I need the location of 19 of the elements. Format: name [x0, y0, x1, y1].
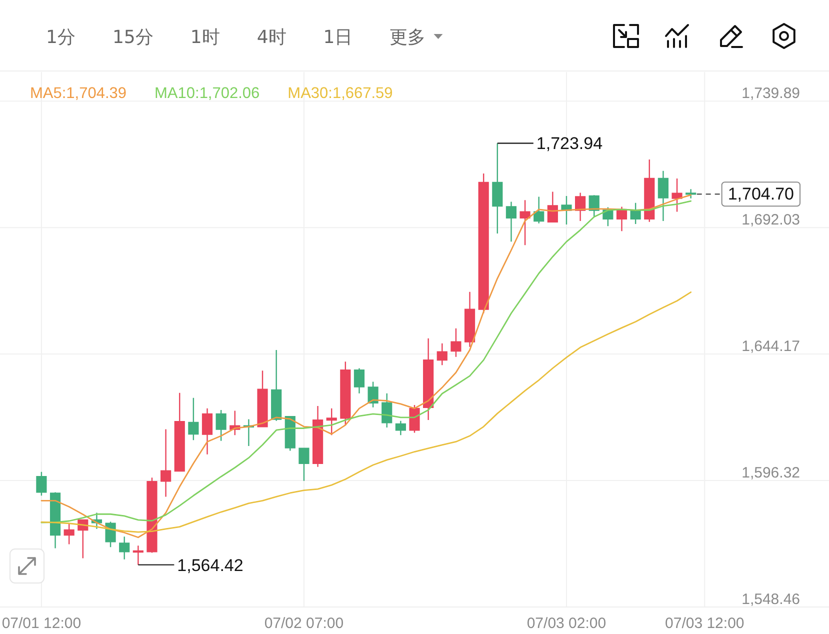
y-tick-label: 1,739.89 [742, 85, 800, 102]
legend: MA5:1,704.39 MA10:1,702.06 MA30:1,667.59 [30, 85, 393, 102]
y-tick-label: 1,692.03 [742, 212, 800, 229]
ref-line-label: 1,704.70 [728, 184, 794, 204]
x-tick-label: 07/02 07:00 [264, 615, 344, 632]
tab-label: 1日 [323, 27, 353, 48]
tab-label: 更多 [390, 27, 426, 48]
tab-label: 1分 [46, 27, 76, 48]
annotation: 1,564.42 [177, 556, 244, 575]
y-tick-label: 1,644.17 [742, 338, 800, 356]
y-tick-label: 1,548.46 [742, 591, 800, 608]
tab-label: 15分 [112, 27, 154, 48]
annotation: 1,723.94 [536, 134, 603, 154]
tab-label: 1时 [190, 27, 220, 48]
y-tick-label: 1,596.32 [742, 464, 800, 482]
x-tick-label: 07/01 12:00 [2, 615, 82, 632]
x-tick-label: 07/03 12:00 [665, 615, 744, 632]
tab-label: 4时 [256, 27, 286, 48]
x-tick-label: 07/03 02:00 [526, 615, 606, 632]
